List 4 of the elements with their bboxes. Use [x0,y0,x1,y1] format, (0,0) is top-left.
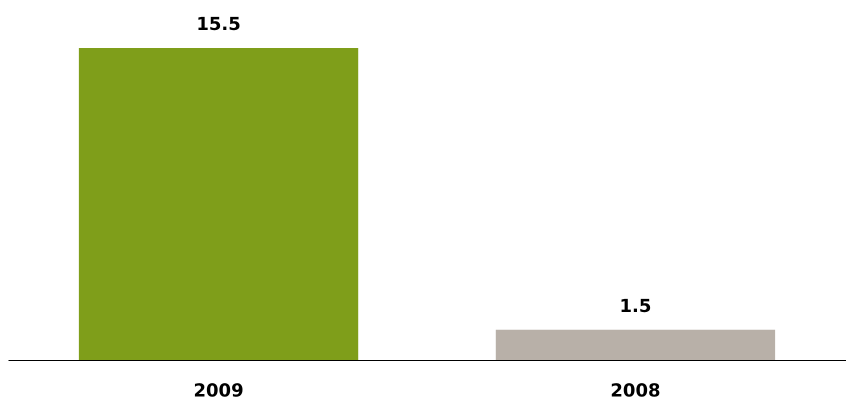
x-tick-label: 2009 [193,380,244,402]
x-tick-label: 2008 [610,380,661,402]
data-label: 1.5 [620,296,652,317]
data-label: 15.5 [196,14,241,35]
